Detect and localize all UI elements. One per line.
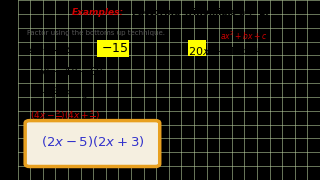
Text: $x^2-4x-60$: $x^2-4x-60$ (39, 64, 103, 78)
Text: $4x^2-4x$: $4x^2-4x$ (27, 42, 81, 59)
Text: $20x^2+19x+3$: $20x^2+19x+3$ (188, 42, 271, 59)
Text: $(2x-5)(2x+3)$: $(2x-5)(2x+3)$ (42, 134, 145, 149)
Text: Factoring Trinomials a ≠ 1.: Factoring Trinomials a ≠ 1. (130, 8, 269, 17)
Text: Factor using the bottoms up technique.: Factor using the bottoms up technique. (27, 30, 165, 36)
Text: $(4x-\frac{5}{2})(4x+\frac{3}{2})$: $(4x-\frac{5}{2})(4x+\frac{3}{2})$ (30, 108, 100, 125)
FancyBboxPatch shape (188, 40, 206, 56)
Text: Examples:: Examples: (72, 8, 124, 17)
FancyBboxPatch shape (97, 40, 129, 57)
FancyBboxPatch shape (25, 121, 160, 166)
Text: $ax^2 + bx + c$: $ax^2 + bx + c$ (220, 30, 268, 42)
Text: $-15$: $-15$ (101, 42, 128, 55)
Text: $(x-\frac{10}{4})(x+\frac{6}{4})$: $(x-\frac{10}{4})(x+\frac{6}{4})$ (30, 86, 92, 102)
